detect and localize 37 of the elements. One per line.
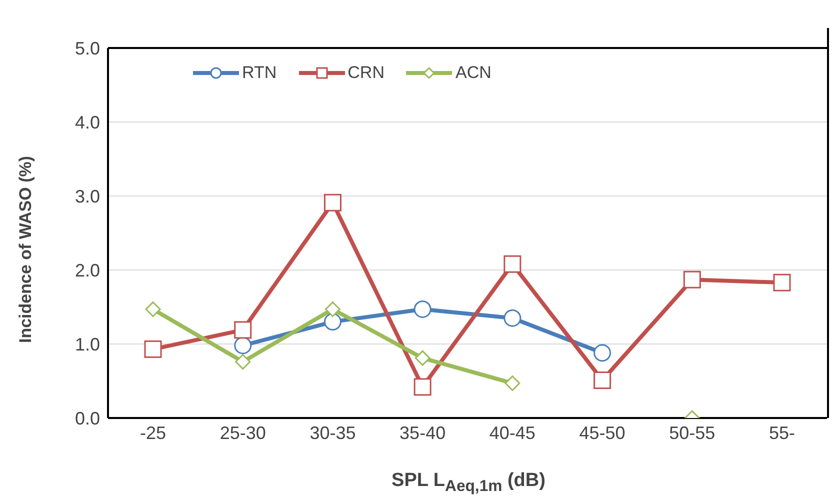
- point: [594, 344, 612, 362]
- point: [414, 350, 430, 366]
- point: [235, 354, 251, 370]
- x-tick-label: 45-50: [579, 422, 626, 443]
- x-tick-label: 50-55: [669, 422, 716, 443]
- legend-label: ACN: [455, 63, 492, 83]
- x-tick-label: 40-45: [489, 422, 536, 443]
- x-tick-label: 30-35: [310, 422, 356, 443]
- y-tick-label: 4.0: [74, 112, 100, 132]
- x-tick-label: -25: [140, 422, 166, 443]
- point: [324, 301, 340, 317]
- point: [324, 194, 342, 212]
- x-tick-label: 35-40: [400, 422, 446, 443]
- point: [144, 340, 162, 358]
- y-tick-label: 2.0: [74, 260, 100, 280]
- point: [234, 321, 252, 339]
- y-tick-label: 3.0: [74, 186, 100, 206]
- point: [504, 375, 520, 391]
- legend-label: RTN: [242, 63, 277, 83]
- point: [683, 270, 701, 288]
- point: [504, 309, 522, 327]
- y-tick-label: 1.0: [74, 334, 100, 354]
- y-tick-label: 5.0: [74, 38, 100, 58]
- legend-label: CRN: [348, 63, 384, 83]
- point: [504, 255, 522, 273]
- point: [145, 301, 161, 317]
- x-tick-label: 55-: [768, 422, 796, 443]
- point: [414, 378, 432, 396]
- point: [773, 274, 791, 292]
- x-axis-title: SPL L$_{Aeq,1m}$ (dB): [390, 470, 546, 496]
- point: [324, 313, 342, 331]
- y-tick-label: 0.0: [74, 408, 100, 428]
- point: [414, 300, 432, 318]
- y-axis-title: Incidence of WASO (%): [16, 156, 36, 343]
- point: [234, 336, 252, 354]
- x-tick-label: 25-30: [220, 422, 266, 443]
- point: [594, 372, 612, 390]
